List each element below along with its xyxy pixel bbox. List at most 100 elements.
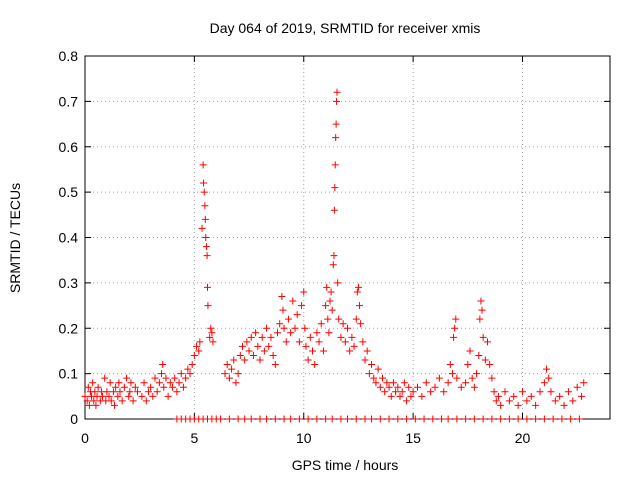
data-point <box>207 324 215 332</box>
data-point <box>567 415 575 423</box>
y-tick-label: 0.7 <box>59 93 79 109</box>
data-point <box>479 333 487 341</box>
data-point <box>171 374 179 382</box>
x-axis-label: GPS time / hours <box>292 457 399 473</box>
data-point <box>394 383 402 391</box>
data-point <box>337 333 345 341</box>
data-point <box>545 374 553 382</box>
data-point <box>287 415 295 423</box>
data-point <box>490 388 498 396</box>
y-tick-label: 0.6 <box>59 139 79 155</box>
data-point <box>354 283 362 291</box>
data-point <box>291 324 299 332</box>
data-point <box>523 397 531 405</box>
data-point <box>411 415 419 423</box>
data-point <box>346 347 354 355</box>
data-point <box>532 415 540 423</box>
data-points <box>81 88 588 423</box>
data-point <box>134 388 141 396</box>
data-point <box>352 415 360 423</box>
data-point <box>385 383 393 391</box>
data-point <box>479 415 487 423</box>
data-point <box>547 388 555 396</box>
data-point <box>418 392 426 400</box>
data-point <box>376 415 384 423</box>
data-point <box>263 415 271 423</box>
data-point <box>488 415 496 423</box>
data-point <box>109 388 117 396</box>
data-point <box>580 379 588 387</box>
data-point <box>359 338 367 346</box>
data-point <box>363 347 371 355</box>
data-point <box>140 379 148 387</box>
data-point <box>198 224 206 232</box>
data-point <box>407 392 415 400</box>
data-point <box>372 379 380 387</box>
data-point <box>313 415 321 423</box>
data-point <box>186 370 194 378</box>
data-point <box>396 392 404 400</box>
data-point <box>129 397 137 405</box>
data-point <box>158 370 166 378</box>
data-point <box>175 379 183 387</box>
data-point <box>200 188 208 196</box>
data-point <box>228 365 236 373</box>
data-point <box>333 97 341 105</box>
data-point <box>361 415 369 423</box>
data-point <box>83 397 91 405</box>
data-point <box>155 379 163 387</box>
y-tick-label: 0.8 <box>59 48 79 64</box>
data-point <box>444 415 452 423</box>
data-point <box>324 315 332 323</box>
data-point <box>481 356 489 364</box>
data-point <box>514 401 522 409</box>
data-point <box>274 329 281 337</box>
data-point <box>89 379 97 387</box>
data-point <box>149 392 157 400</box>
data-point <box>475 351 483 359</box>
data-point <box>325 329 333 337</box>
data-point <box>470 383 478 391</box>
data-point <box>560 401 568 409</box>
data-point <box>309 347 316 355</box>
data-point <box>243 338 251 346</box>
data-point <box>241 356 249 364</box>
data-point <box>202 243 210 251</box>
data-point <box>225 374 233 382</box>
data-point <box>381 388 389 396</box>
data-point <box>258 333 266 341</box>
data-point <box>332 120 340 128</box>
data-point <box>302 342 310 350</box>
data-point <box>304 415 312 423</box>
x-tick-label: 0 <box>81 430 89 446</box>
data-point <box>247 415 255 423</box>
data-point <box>115 379 123 387</box>
data-point <box>486 361 494 369</box>
data-point <box>444 379 452 387</box>
data-point <box>111 401 119 409</box>
data-point <box>256 415 264 423</box>
data-point <box>230 356 238 364</box>
data-point <box>204 302 212 310</box>
data-point <box>453 415 461 423</box>
data-point <box>317 320 325 328</box>
data-point <box>289 297 297 305</box>
data-point <box>510 392 518 400</box>
data-point <box>193 342 201 350</box>
data-point <box>427 388 435 396</box>
data-point <box>105 392 113 400</box>
data-point <box>203 252 211 260</box>
data-point <box>492 397 500 405</box>
data-point <box>488 374 496 382</box>
data-point <box>91 388 99 396</box>
data-point <box>494 392 502 400</box>
x-tick-label: 5 <box>190 430 198 446</box>
data-point <box>282 338 290 346</box>
data-point <box>118 397 126 405</box>
data-point <box>142 397 150 405</box>
data-point <box>368 415 376 423</box>
data-point <box>204 283 211 291</box>
data-point <box>90 397 98 405</box>
data-point <box>478 306 486 314</box>
